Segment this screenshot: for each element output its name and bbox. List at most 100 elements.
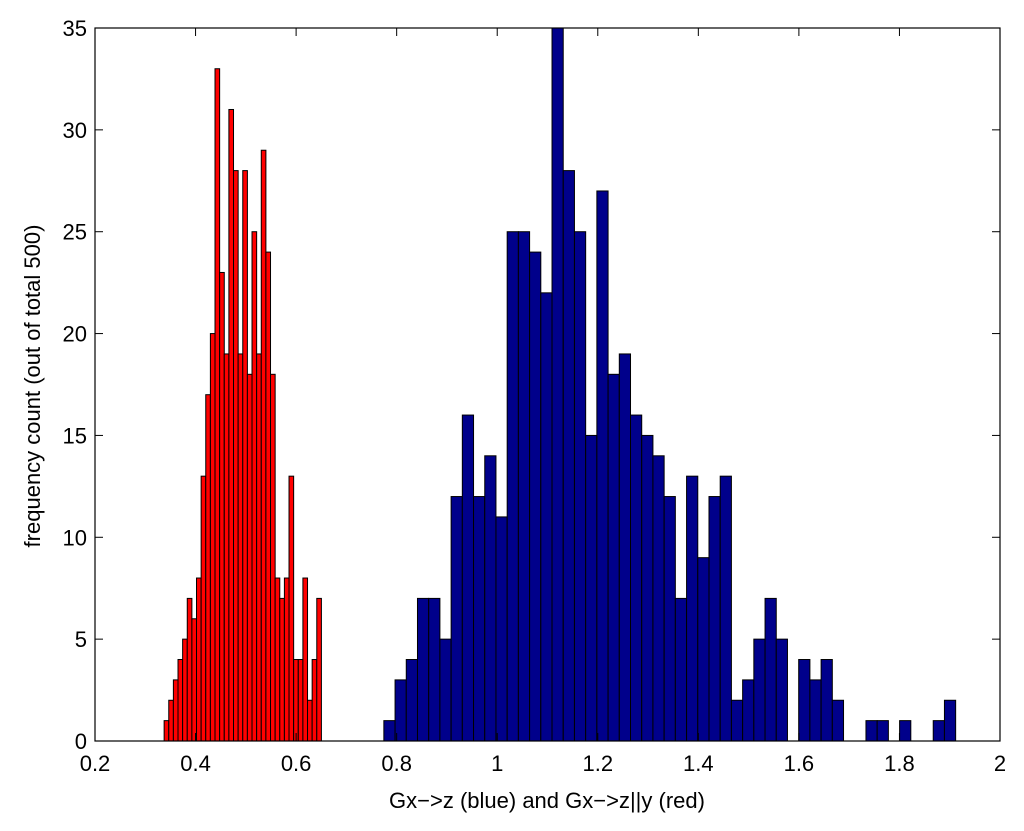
histogram-bar	[214, 68, 221, 742]
histogram-bar	[876, 720, 889, 742]
histogram-bar	[196, 577, 202, 742]
histogram-bar	[439, 638, 452, 742]
histogram-bar	[428, 597, 441, 742]
histogram-bar	[394, 679, 407, 742]
histogram-bar	[200, 475, 207, 742]
histogram-bar	[228, 108, 235, 742]
y-tick-label: 15	[63, 423, 87, 448]
histogram-bar	[302, 577, 309, 742]
histogram-bar	[585, 434, 598, 742]
y-tick-label: 20	[63, 322, 87, 347]
histogram-bar	[573, 231, 587, 742]
y-tick-label: 5	[75, 627, 87, 652]
histogram-bar	[865, 720, 878, 742]
histogram-bar	[596, 190, 609, 742]
histogram-bar	[607, 373, 620, 742]
histogram-bar	[674, 597, 688, 742]
histogram-bar	[383, 720, 396, 742]
y-tick-label: 25	[63, 220, 87, 245]
histogram-bar	[775, 638, 788, 742]
histogram-bar	[163, 720, 170, 742]
x-tick-label: 0.4	[180, 751, 211, 776]
x-tick-label: 1.2	[582, 751, 613, 776]
histogram-bar	[205, 394, 211, 742]
histogram-bar	[270, 373, 276, 742]
histogram-bar	[697, 557, 710, 742]
histogram-bar	[831, 699, 845, 742]
histogram-bar	[798, 659, 811, 742]
histogram-bar	[495, 516, 508, 742]
y-tick-label: 10	[63, 525, 87, 550]
histogram-bar	[719, 475, 732, 742]
histogram-bar	[943, 699, 957, 742]
histogram-bar	[753, 638, 766, 742]
histogram-bar	[168, 699, 174, 742]
histogram-bar	[473, 496, 486, 742]
y-tick-label: 0	[75, 729, 87, 754]
histogram-bar	[562, 170, 575, 742]
x-tick-label: 1.4	[683, 751, 714, 776]
x-tick-label: 1.8	[884, 751, 915, 776]
histogram-bar	[742, 679, 755, 742]
histogram-bar	[730, 699, 744, 742]
histogram-bar	[283, 577, 290, 742]
histogram-bar	[219, 271, 225, 742]
histogram-bar	[311, 659, 318, 742]
histogram-bar	[506, 231, 519, 742]
x-tick-label: 0.8	[381, 751, 412, 776]
histogram-bar	[242, 170, 248, 742]
histogram-bar	[809, 679, 822, 742]
histogram-bar	[663, 496, 676, 742]
histogram-bar	[186, 597, 193, 742]
x-tick-label: 1.6	[784, 751, 815, 776]
histogram-bar	[450, 496, 463, 742]
histogram-bar	[764, 597, 777, 742]
x-axis-ticks: 0.2 0.4 0.6 0.8 1 1.2 1.4 1.6 1.8 2	[80, 28, 1006, 776]
x-tick-label: 1	[491, 751, 503, 776]
histogram-bar	[274, 577, 281, 742]
x-axis-label: Gx−>z (blue) and Gx−>z||y (red)	[389, 788, 705, 813]
y-axis-ticks: 0 5 10 15 20 25 30 35	[63, 16, 1000, 754]
y-tick-label: 30	[63, 118, 87, 143]
y-tick-label: 35	[63, 16, 87, 41]
histogram-bar	[191, 618, 198, 742]
histogram-bar	[641, 434, 654, 742]
histogram-bar	[307, 699, 313, 742]
x-tick-label: 2	[994, 751, 1006, 776]
x-tick-label: 0.6	[281, 751, 312, 776]
histogram-bar	[461, 414, 475, 742]
series-blue-bars	[383, 27, 957, 742]
histogram-bar	[316, 597, 322, 742]
histogram-bar	[405, 659, 418, 742]
histogram-bar	[484, 455, 497, 742]
histogram-bar	[260, 149, 267, 742]
histogram-bar	[686, 475, 699, 742]
histogram-bar	[182, 638, 188, 742]
histogram-bar	[288, 475, 295, 742]
histogram-bar	[899, 720, 912, 742]
histogram-bar	[416, 597, 430, 742]
histogram-bar	[652, 455, 665, 742]
histogram-bar	[551, 27, 564, 742]
histogram-bar	[233, 170, 239, 742]
histogram-bar	[618, 353, 632, 742]
histogram-bar	[293, 659, 299, 742]
plot-frame	[94, 27, 1001, 742]
histogram-bar	[820, 659, 833, 742]
histogram-bar	[517, 231, 531, 742]
histogram-bar	[209, 333, 216, 742]
histogram-bar	[932, 720, 945, 742]
y-axis-label: frequency count (out of total 500)	[20, 225, 45, 548]
histogram-bar	[279, 597, 285, 742]
histogram-bar	[223, 353, 230, 742]
histogram-bar	[172, 679, 179, 742]
histogram-bar	[529, 251, 542, 742]
histogram-bar	[708, 496, 721, 742]
histogram-bar	[540, 292, 553, 742]
histogram-bar	[256, 353, 262, 742]
histogram-bar	[177, 659, 184, 742]
histogram-bar	[246, 373, 253, 742]
x-tick-label: 0.2	[80, 751, 111, 776]
histogram-bar	[265, 251, 272, 742]
